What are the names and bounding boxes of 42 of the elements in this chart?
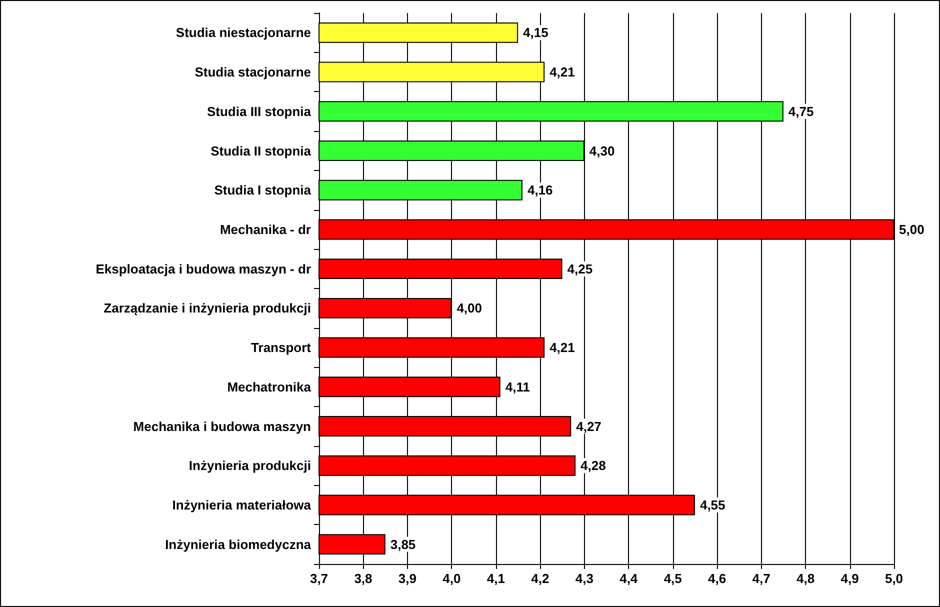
x-tick-label: 4,2 <box>531 571 550 586</box>
y-tick-label: Mechanika - dr <box>220 222 311 237</box>
x-tick-label: 4,1 <box>486 571 505 586</box>
y-tick-label: Mechatronika <box>227 379 312 394</box>
y-tick-label: Studia II stopnia <box>210 143 312 158</box>
data-label: 4,21 <box>550 64 575 80</box>
data-label: 4,55 <box>700 497 726 512</box>
y-tick-label: Transport <box>251 340 312 356</box>
x-tick-label: 4,0 <box>442 571 461 586</box>
x-tick-label: 4,4 <box>620 571 638 586</box>
data-label: 4,27 <box>576 418 602 434</box>
x-tick-label: 5,0 <box>884 571 904 586</box>
x-tick-label: 3,8 <box>354 571 372 586</box>
data-label: 4,28 <box>580 458 606 474</box>
y-tick-label: Eksploatacja i budowa maszyn - dr <box>96 261 311 276</box>
data-label: 3,85 <box>390 536 416 552</box>
y-tick-label: Inżynieria materiałowa <box>172 497 312 512</box>
x-tick-label: 3,9 <box>398 571 416 586</box>
data-label: 4,16 <box>527 182 553 198</box>
data-label: 5,00 <box>899 222 924 237</box>
data-label: 4,15 <box>523 25 548 40</box>
y-tick-label: Zarządzanie i inżynieria produkcji <box>104 300 311 316</box>
y-tick-label: Inżynieria produkcji <box>188 458 311 474</box>
data-label: 4,30 <box>589 143 615 158</box>
y-tick-label: Inżynieria biomedyczna <box>165 536 312 552</box>
x-tick-label: 4,3 <box>575 571 594 586</box>
y-tick-label: Studia III stopnia <box>206 104 312 119</box>
y-tick-label: Studia niestacjonarne <box>176 25 311 40</box>
y-tick-label: Mechanika i budowa maszyn <box>133 418 312 434</box>
data-label: 4,11 <box>505 379 530 394</box>
x-tick-label: 3,7 <box>310 571 328 586</box>
data-label: 4,25 <box>567 261 593 276</box>
data-label: 4,75 <box>788 104 814 119</box>
data-label: 4,21 <box>550 340 575 356</box>
x-tick-label: 4,8 <box>796 571 815 586</box>
x-tick-label: 4,7 <box>752 571 770 586</box>
x-tick-label: 4,6 <box>708 571 726 586</box>
data-label: 4,00 <box>456 300 482 316</box>
y-tick-label: Studia stacjonarne <box>194 64 311 80</box>
y-tick-label: Studia I stopnia <box>214 182 312 198</box>
x-tick-label: 4,9 <box>840 571 859 586</box>
x-tick-label: 4,5 <box>664 571 682 586</box>
